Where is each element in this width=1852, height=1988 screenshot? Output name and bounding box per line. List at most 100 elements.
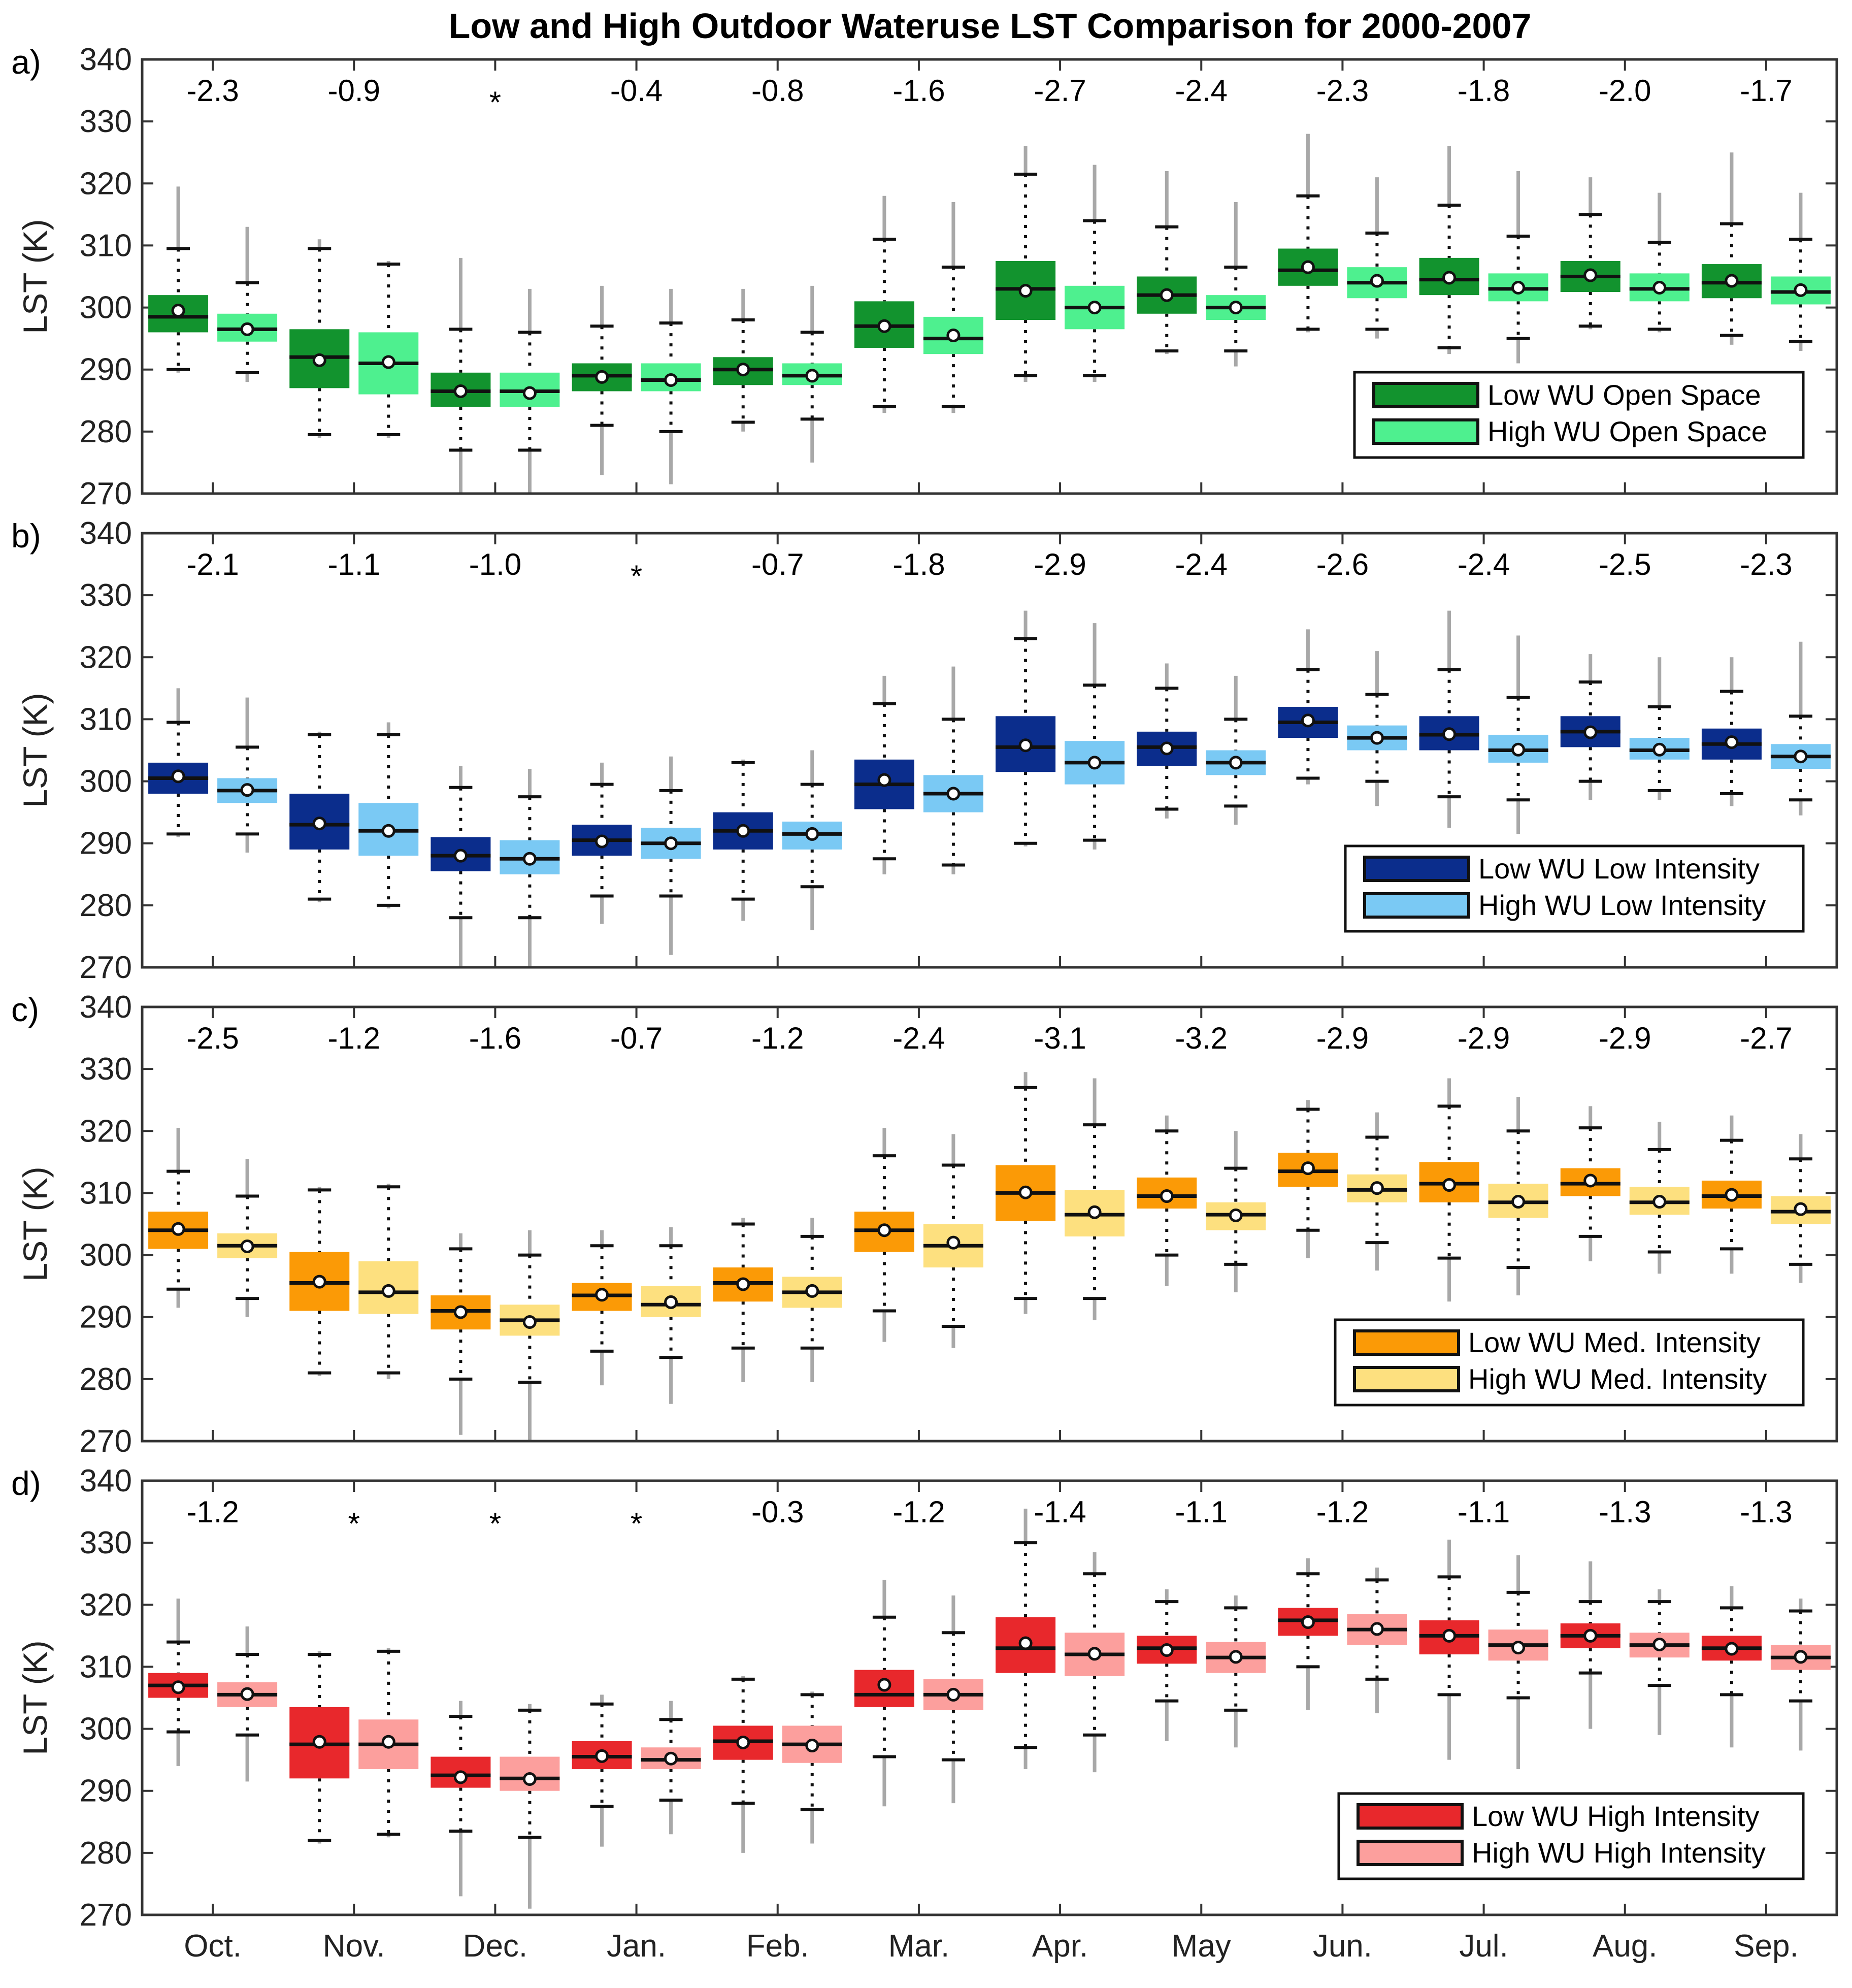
mean-marker bbox=[877, 1678, 891, 1692]
mean-marker bbox=[877, 319, 891, 333]
legend-entry: Low WU Med. Intensity bbox=[1468, 1326, 1761, 1358]
mean-marker bbox=[946, 787, 961, 801]
mean-marker bbox=[1511, 280, 1526, 295]
x-tick-label: May bbox=[1172, 1929, 1231, 1964]
mean-marker bbox=[240, 322, 254, 336]
legend-entry: High WU Open Space bbox=[1487, 415, 1767, 447]
y-tick-label: 300 bbox=[80, 1712, 132, 1747]
y-tick-label: 270 bbox=[80, 476, 132, 511]
y-tick-label: 290 bbox=[80, 1774, 132, 1809]
x-tick-label: Aug. bbox=[1593, 1929, 1658, 1964]
difference-label: -2.5 bbox=[186, 1021, 239, 1055]
difference-label: -0.7 bbox=[751, 547, 804, 581]
mean-marker bbox=[522, 852, 537, 866]
legend-entry: Low WU High Intensity bbox=[1472, 1800, 1759, 1832]
y-tick-label: 280 bbox=[80, 414, 132, 449]
y-tick-label: 330 bbox=[80, 104, 132, 139]
legend-entry: High WU Med. Intensity bbox=[1468, 1363, 1767, 1395]
difference-label: -2.7 bbox=[1740, 1021, 1792, 1055]
mean-marker bbox=[805, 827, 819, 841]
panel-4: 270 280 290 300 310 320 330 340 LST (K) d) -1.2 * * *… bbox=[11, 1463, 1838, 1964]
mean-marker bbox=[1511, 1641, 1526, 1655]
mean-marker bbox=[1370, 731, 1384, 745]
mean-marker bbox=[1160, 1643, 1174, 1657]
mean-marker bbox=[312, 1275, 326, 1289]
mean-marker bbox=[1583, 1628, 1598, 1643]
legend-swatch bbox=[1363, 856, 1470, 882]
difference-label: -1.3 bbox=[1599, 1495, 1651, 1529]
y-tick-label: 310 bbox=[80, 1649, 132, 1684]
difference-label: -2.3 bbox=[1740, 547, 1792, 581]
mean-marker bbox=[1442, 1178, 1457, 1192]
difference-label: * bbox=[631, 1507, 642, 1541]
difference-label: -2.6 bbox=[1316, 547, 1369, 581]
legend-swatch bbox=[1372, 418, 1479, 445]
difference-label: -1.6 bbox=[469, 1021, 521, 1055]
mean-marker bbox=[946, 1687, 961, 1702]
mean-marker bbox=[1583, 268, 1598, 282]
mean-marker bbox=[381, 824, 395, 838]
mean-marker bbox=[1583, 725, 1598, 739]
x-tick-label: Apr. bbox=[1032, 1929, 1088, 1964]
mean-marker bbox=[946, 329, 961, 343]
mean-marker bbox=[381, 1284, 395, 1298]
figure-title: Low and High Outdoor Wateruse LST Compar… bbox=[449, 6, 1532, 46]
y-tick-label: 340 bbox=[80, 1463, 132, 1498]
mean-marker bbox=[1018, 738, 1033, 753]
panel-label: a) bbox=[11, 43, 41, 81]
mean-marker bbox=[312, 353, 326, 367]
difference-label: -2.7 bbox=[1034, 74, 1086, 108]
y-tick-label: 290 bbox=[80, 352, 132, 387]
difference-label: -1.8 bbox=[1458, 74, 1510, 108]
mean-marker bbox=[1442, 1628, 1457, 1643]
y-tick-label: 310 bbox=[80, 228, 132, 263]
mean-marker bbox=[1160, 288, 1174, 302]
y-tick-label: 320 bbox=[80, 1114, 132, 1149]
y-axis-label: LST (K) bbox=[16, 1166, 54, 1281]
mean-marker bbox=[171, 304, 185, 318]
mean-marker bbox=[453, 849, 468, 863]
difference-label: -1.1 bbox=[328, 547, 380, 581]
legend-entry: Low WU Open Space bbox=[1487, 379, 1761, 411]
mean-marker bbox=[1087, 301, 1102, 315]
difference-label: -2.4 bbox=[1175, 547, 1228, 581]
y-tick-label: 300 bbox=[80, 290, 132, 325]
mean-marker bbox=[1725, 1642, 1739, 1656]
x-tick-label: Mar. bbox=[888, 1929, 950, 1964]
y-tick-label: 340 bbox=[80, 42, 132, 77]
mean-marker bbox=[1725, 274, 1739, 288]
x-tick-label: Dec. bbox=[463, 1929, 527, 1964]
mean-marker bbox=[1652, 1637, 1667, 1651]
difference-label: * bbox=[631, 559, 642, 593]
difference-label: -2.3 bbox=[186, 74, 239, 108]
panels-group: 270 280 290 300 310 320 330 340 LST (K) a) -2.3 -0.… bbox=[11, 42, 1838, 1964]
difference-label: -3.2 bbox=[1175, 1021, 1228, 1055]
difference-label: -1.2 bbox=[751, 1021, 804, 1055]
mean-marker bbox=[1229, 1208, 1243, 1222]
panel-1: 270 280 290 300 310 320 330 340 LST (K) a) -2.3 -0.… bbox=[11, 42, 1838, 511]
mean-marker bbox=[522, 1315, 537, 1329]
difference-label: -1.8 bbox=[892, 547, 945, 581]
mean-marker bbox=[595, 370, 609, 384]
mean-marker bbox=[805, 1284, 819, 1298]
difference-label: -1.3 bbox=[1740, 1495, 1792, 1529]
panel-label: b) bbox=[11, 517, 41, 555]
mean-marker bbox=[1301, 1161, 1315, 1176]
mean-marker bbox=[1160, 1189, 1174, 1203]
mean-marker bbox=[736, 824, 750, 838]
mean-marker bbox=[595, 1288, 609, 1302]
mean-marker bbox=[240, 783, 254, 797]
mean-marker bbox=[1442, 271, 1457, 285]
y-tick-label: 300 bbox=[80, 1238, 132, 1273]
y-tick-label: 280 bbox=[80, 1836, 132, 1871]
y-tick-label: 330 bbox=[80, 1052, 132, 1087]
mean-marker bbox=[1087, 1205, 1102, 1219]
legend-swatch bbox=[1372, 382, 1479, 408]
difference-label: -1.6 bbox=[892, 74, 945, 108]
difference-label: -2.9 bbox=[1034, 547, 1086, 581]
difference-label: -0.3 bbox=[751, 1495, 804, 1529]
x-tick-label: Jan. bbox=[607, 1929, 666, 1964]
legend-swatch bbox=[1357, 1803, 1464, 1830]
y-tick-label: 270 bbox=[80, 1424, 132, 1459]
